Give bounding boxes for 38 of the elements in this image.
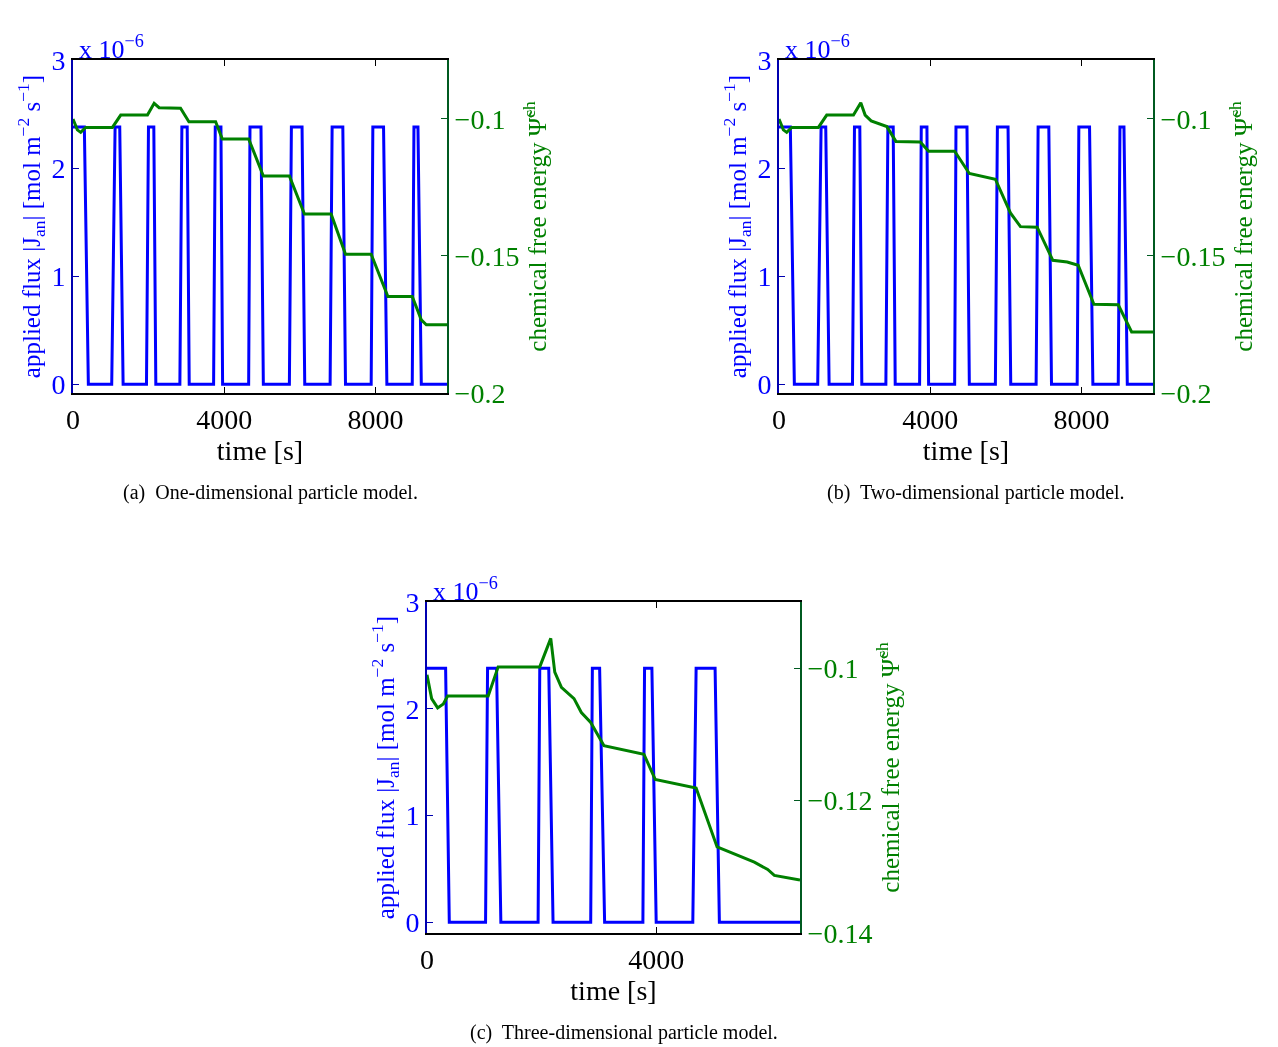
y2-tick-label: −0.15 (1160, 240, 1226, 272)
y-tick-label: 0 (757, 369, 772, 401)
y2-tick-label: −0.1 (807, 653, 859, 684)
y2-tick-label: −0.14 (807, 917, 873, 949)
y2-tick-label: −0.1 (454, 103, 506, 135)
y-tick-label: 2 (757, 152, 772, 184)
y-tick-label: 1 (757, 261, 772, 293)
y-tick-label: 3 (51, 44, 66, 76)
text: (b) Two-dimensional particle model. (827, 481, 1125, 504)
line-series (779, 101, 1153, 334)
x-tick-label: 4000 (902, 403, 959, 435)
y-tick-label: 2 (51, 152, 66, 184)
annotation: x 10$^{−6}$ (785, 31, 850, 64)
x-tick-label: 8000 (347, 403, 404, 435)
y2-tick-label: −0.2 (1160, 377, 1212, 409)
y2-tick-label: −0.1 (1160, 103, 1212, 135)
y-tick-label: 1 (405, 800, 420, 832)
text: (c) Three-dimensional particle model. (470, 1021, 778, 1044)
y-tick-label: 1 (51, 261, 66, 293)
annotation: x 10$^{−6}$ (79, 31, 144, 64)
text: (a) One-dimensional particle model. (123, 481, 418, 504)
y2-tick-label: −0.12 (807, 785, 873, 817)
line-series (73, 101, 447, 327)
x-tick-label: 8000 (1053, 403, 1110, 435)
y-tick-label: 3 (757, 44, 772, 76)
annotation: x 10$^{−6}$ (433, 573, 498, 606)
x-tick-label: 4000 (628, 943, 685, 975)
x-axis-title: time [s] (570, 974, 657, 1006)
x-axis-title: time [s] (922, 434, 1010, 466)
y-tick-label: 0 (405, 907, 420, 939)
y-tick-label: 3 (405, 586, 420, 618)
y-tick-label: 0 (51, 369, 66, 401)
x-tick-label: 4000 (196, 403, 253, 435)
y2-tick-label: −0.15 (454, 240, 520, 272)
x-axis-title: time [s] (216, 434, 304, 466)
y-tick-label: 2 (405, 693, 420, 725)
y2-tick-label: −0.2 (454, 377, 506, 409)
line-series (427, 636, 800, 882)
